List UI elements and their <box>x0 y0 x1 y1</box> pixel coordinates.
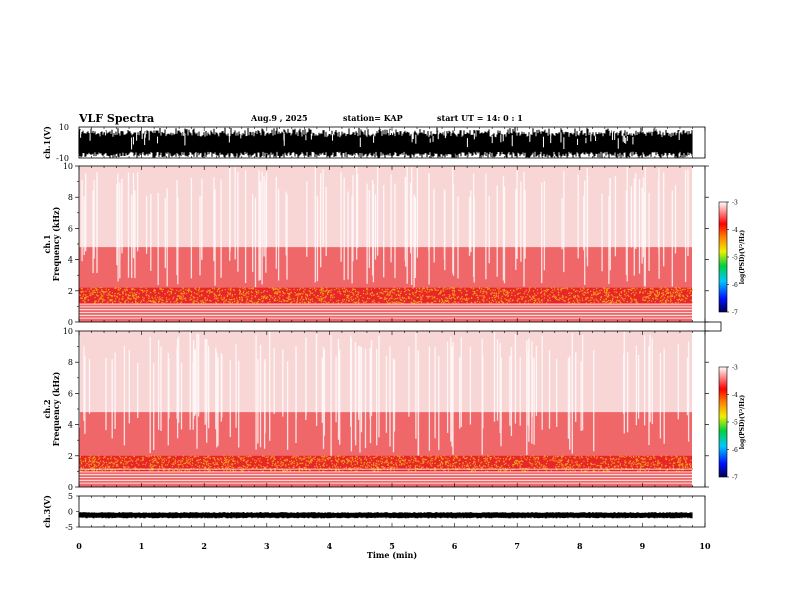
time-xtick-label: 1 <box>139 541 145 551</box>
ch2-ylabel-freq: Frequency (kHz) <box>51 371 61 446</box>
ch1-gap-streaks <box>81 166 689 288</box>
ch2-ytick-label: 0 <box>68 483 73 492</box>
ch1-band-speckle <box>79 287 694 304</box>
ch1-colorbar-tick: -5 <box>732 255 738 262</box>
ch3-waveform-panel <box>78 512 693 519</box>
ch1-ylabel-channel: ch.1 <box>42 234 52 253</box>
ch2-colorbar-tick: -5 <box>732 420 738 427</box>
ch2-ytick-label: 8 <box>68 358 73 367</box>
ch1-waveform-panel <box>78 127 693 158</box>
start-ut-label: start UT = 14: 0 : 1 <box>437 113 523 123</box>
ch2-colorbar-tick: -4 <box>732 392 738 399</box>
ch1-ylabel-freq: Frequency (kHz) <box>51 206 61 281</box>
ch2-ytick-label: 10 <box>63 327 73 336</box>
ch2-colorbar-tick: -6 <box>732 447 738 454</box>
ch1-waveform-ytick: 10 <box>59 123 69 132</box>
ch1-waveform-ytick: -10 <box>56 154 69 163</box>
ch3-waveform-ytick: -5 <box>65 523 73 532</box>
time-xtick-label: 9 <box>640 541 646 551</box>
ch1-ytick-label: 2 <box>68 287 73 296</box>
panel-frame-w3 <box>78 495 706 528</box>
ch1-ytick-label: 10 <box>63 162 73 171</box>
ch2-ytick-label: 6 <box>68 389 73 398</box>
ch1-ytick-label: 0 <box>68 318 73 327</box>
plot-title: VLF Spectra <box>79 112 155 125</box>
ch2-ytick-label: 4 <box>68 421 73 430</box>
ch3-waveform-ytick: 0 <box>68 508 73 517</box>
ch2-gap-streaks <box>78 331 690 456</box>
ch2-low-lines <box>79 468 692 484</box>
ch2-upper-noise <box>79 331 692 413</box>
time-xtick-label: 0 <box>76 541 82 551</box>
ch1-waveform-trace <box>78 127 693 158</box>
ch1-right-marker <box>704 321 722 332</box>
ch1-ytick-label: 6 <box>68 224 73 233</box>
ch1-lower-noise <box>79 247 692 322</box>
ch3-waveform-trace <box>78 512 693 519</box>
ch1-colorbar-tick: -4 <box>732 227 738 234</box>
ch2-colorbar-label: log(PSD)(V²/Hz) <box>739 395 746 450</box>
ch1-waveform-ylabel: ch.1(V) <box>42 126 52 159</box>
time-xlabel: Time (min) <box>367 550 417 560</box>
ch2-ylabel-channel: ch.2 <box>42 399 52 418</box>
time-xtick-label: 10 <box>699 541 711 551</box>
ch1-colorbar-tick: -6 <box>732 282 738 289</box>
ch3-waveform-ylabel: ch.3(V) <box>42 495 52 528</box>
time-xtick-label: 4 <box>327 541 333 551</box>
ch1-spectrogram-panel: -3 -4 -5 -6 -7 log(PSD)(V²/Hz) <box>79 166 746 322</box>
ch1-ytick-label: 4 <box>68 256 73 265</box>
ch2-spectrogram-panel: -3 -4 -5 -6 -7 log(PSD)(V²/Hz) <box>78 331 746 487</box>
time-xtick-label: 8 <box>577 541 583 551</box>
station-label: station= KAP <box>343 113 403 123</box>
ch2-colorbar-tick: -3 <box>732 365 738 372</box>
ch1-low-lines <box>79 303 692 319</box>
time-xtick-label: 3 <box>264 541 270 551</box>
ch1-ytick-label: 8 <box>68 193 73 202</box>
ch3-waveform-ytick: 5 <box>68 492 73 501</box>
ch1-colorbar-tick: -7 <box>732 310 738 317</box>
ch2-colorbar <box>718 366 728 478</box>
time-xtick-label: 7 <box>514 541 520 551</box>
ch2-band-speckle <box>79 455 693 472</box>
ch2-lower-noise <box>79 412 692 487</box>
time-xtick-label: 5 <box>389 541 395 551</box>
ch1-colorbar-label: log(PSD)(V²/Hz) <box>739 230 746 285</box>
ch1-colorbar-tick: -3 <box>732 200 738 207</box>
date-label: Aug.9 , 2025 <box>251 113 308 123</box>
ch1-upper-noise <box>79 166 692 248</box>
ch1-colorbar <box>718 201 728 313</box>
ch2-colorbar-tick: -7 <box>732 475 738 482</box>
ch2-ytick-label: 2 <box>68 452 73 461</box>
time-xtick-label: 2 <box>201 541 207 551</box>
time-xtick-label: 6 <box>452 541 458 551</box>
